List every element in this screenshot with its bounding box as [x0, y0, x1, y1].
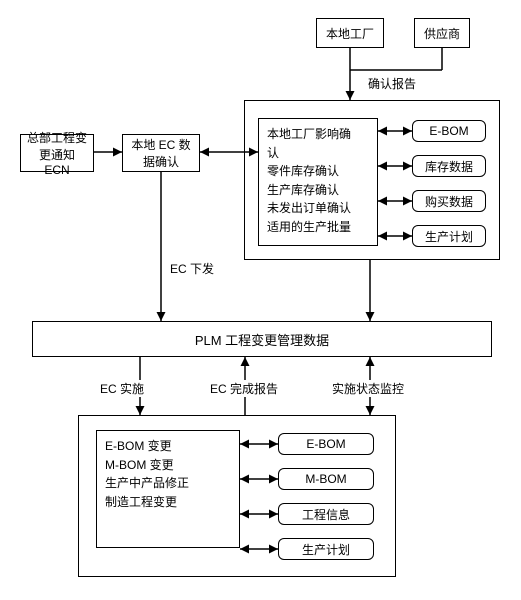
- node-lower-ebom: E-BOM: [278, 433, 374, 455]
- node-upper-purchase: 购买数据: [412, 190, 486, 212]
- node-upper-list: 本地工厂影响确 认 零件库存确认 生产库存确认 未发出订单确认 适用的生产批量: [258, 118, 378, 246]
- upper-list-l1: 本地工厂影响确: [267, 125, 351, 144]
- upper-list-l3: 零件库存确认: [267, 162, 351, 181]
- node-upper-ebom: E-BOM: [412, 120, 486, 142]
- node-lower-list: E-BOM 变更 M-BOM 变更 生产中产品修正 制造工程变更: [96, 430, 240, 548]
- label-ec-issue: EC 下发: [170, 260, 214, 277]
- lower-list-l5: 制造工程变更: [105, 493, 189, 512]
- node-upper-plan: 生产计划: [412, 225, 486, 247]
- lower-list-l1: E-BOM 变更: [105, 437, 189, 456]
- upper-list-l2: 认: [267, 144, 351, 163]
- upper-list-l6: 适用的生产批量: [267, 218, 351, 237]
- node-lower-plan: 生产计划: [278, 538, 374, 560]
- lower-list-l4: 生产中产品修正: [105, 474, 189, 493]
- node-lower-mbom: M-BOM: [278, 468, 374, 490]
- label-status: 实施状态监控: [332, 380, 404, 397]
- node-plm: PLM 工程变更管理数据: [32, 321, 492, 357]
- upper-list-l5: 未发出订单确认: [267, 199, 351, 218]
- node-lower-eng: 工程信息: [278, 503, 374, 525]
- label-ec-exec: EC 实施: [100, 380, 144, 397]
- lower-list-l2: M-BOM 变更: [105, 456, 189, 475]
- node-upper-inventory: 库存数据: [412, 155, 486, 177]
- node-local-ec: 本地 EC 数 据确认: [122, 134, 200, 172]
- node-ecn: 总部工程变 更通知 ECN: [20, 134, 94, 172]
- label-ec-report: EC 完成报告: [210, 380, 278, 397]
- label-confirm-report: 确认报告: [368, 75, 416, 92]
- node-local-factory: 本地工厂: [316, 18, 384, 48]
- node-supplier: 供应商: [414, 18, 470, 48]
- upper-list-l4: 生产库存确认: [267, 181, 351, 200]
